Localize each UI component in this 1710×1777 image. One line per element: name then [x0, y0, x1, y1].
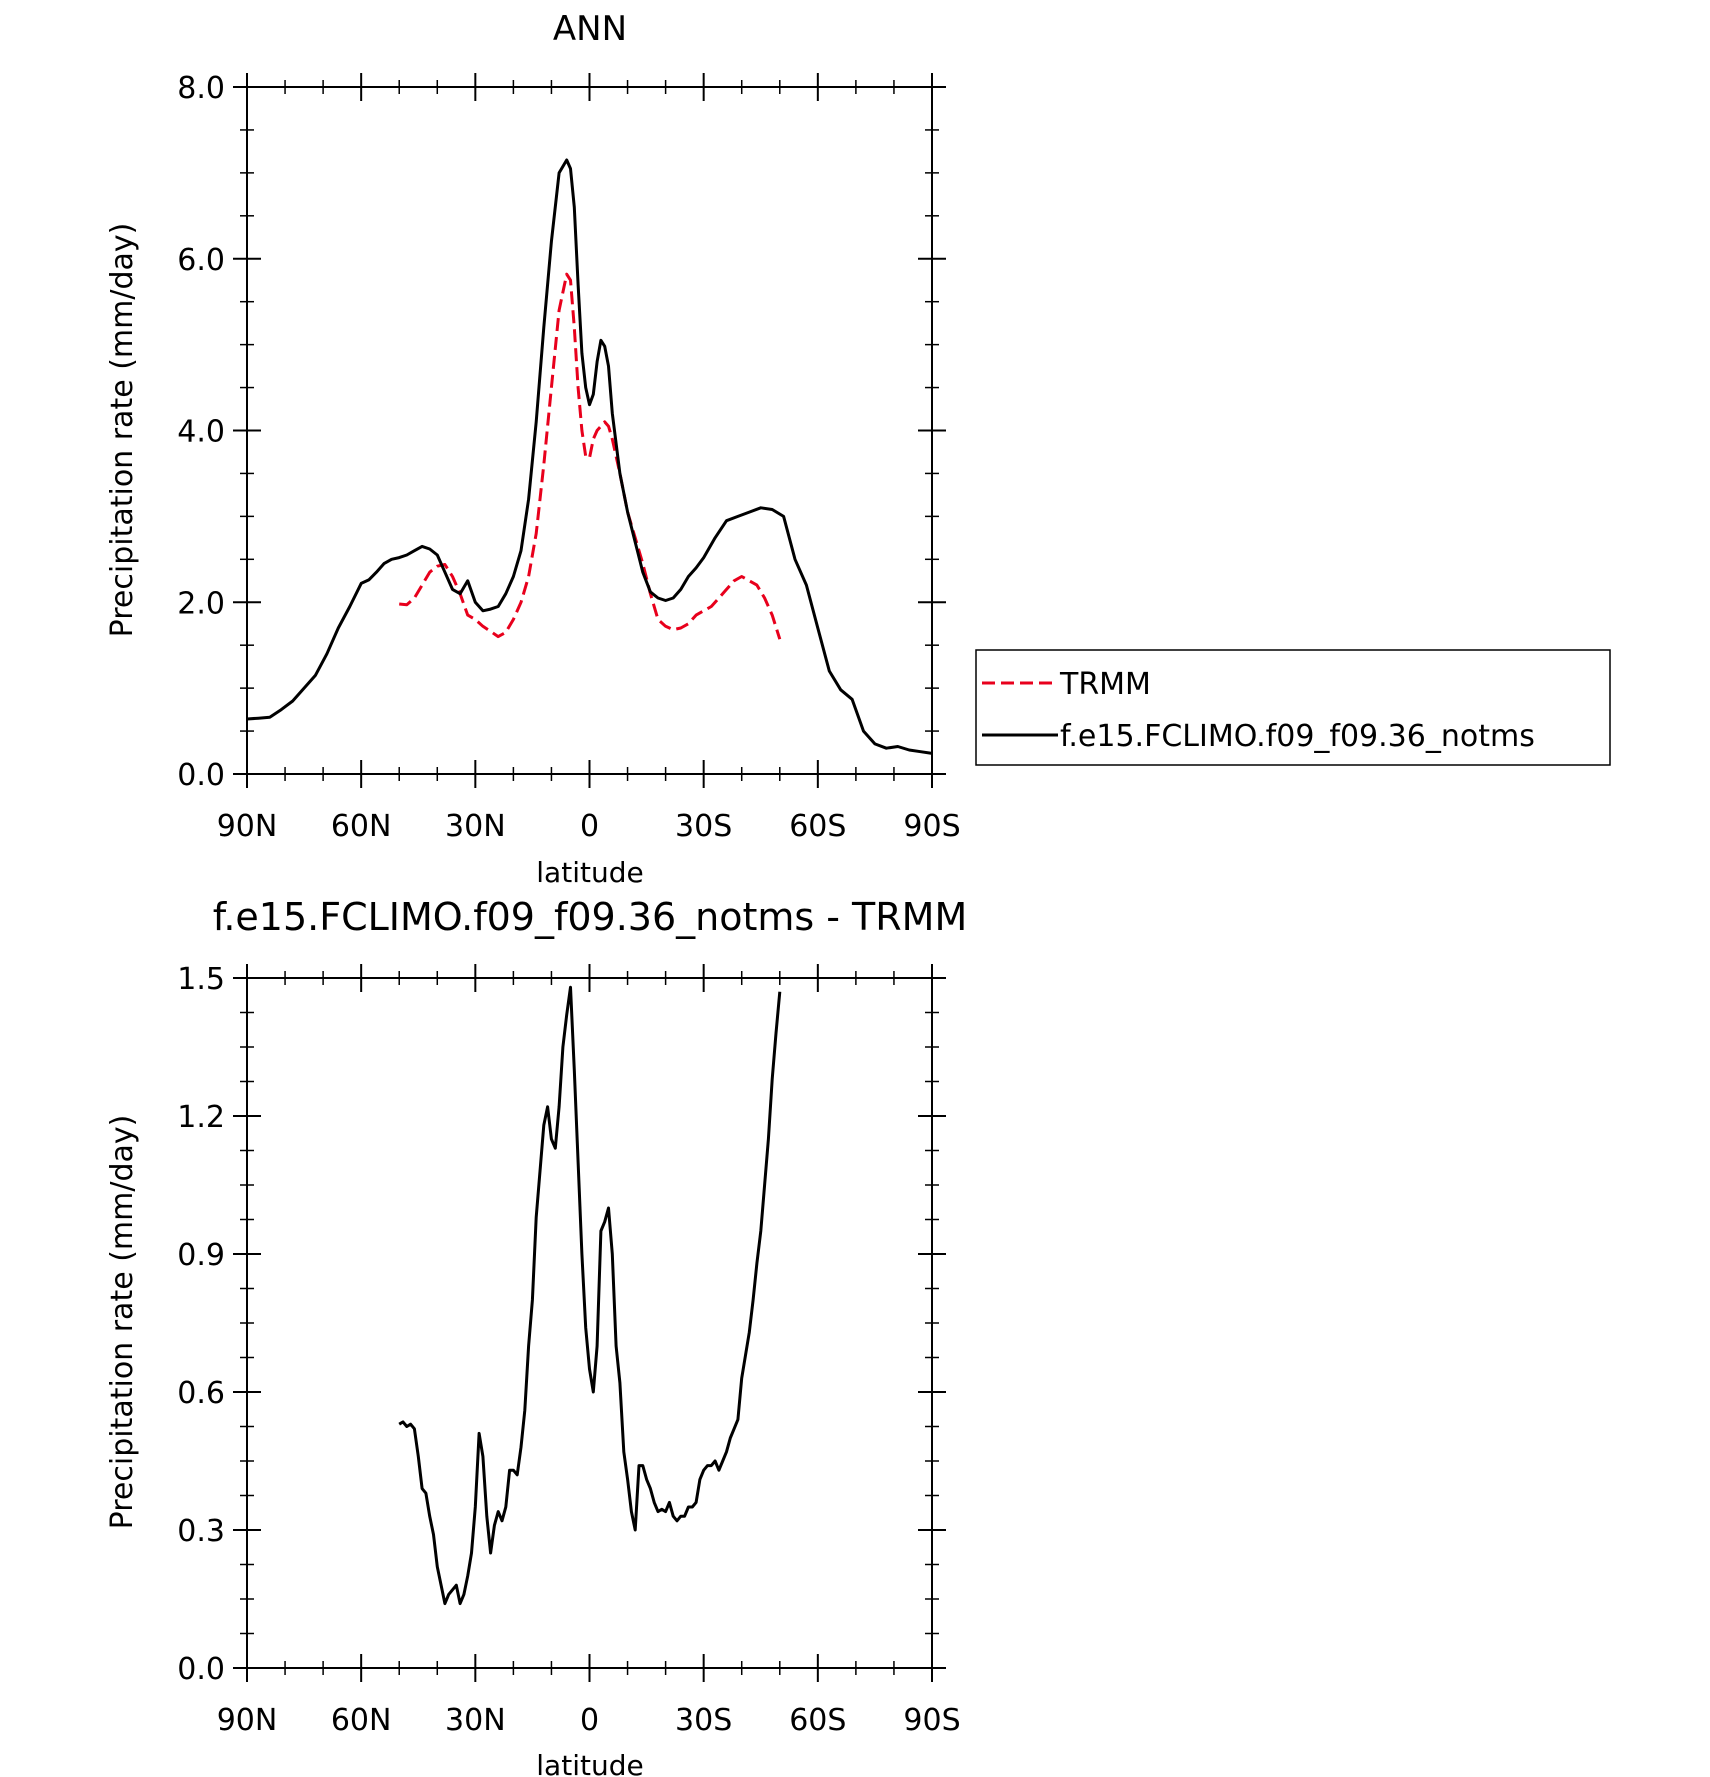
y-tick-label: 0.3 — [177, 1514, 225, 1549]
legend-label-trmm: TRMM — [1059, 667, 1151, 702]
y-tick-label: 0.0 — [177, 1652, 225, 1687]
x-tick-label: 90S — [903, 1703, 960, 1738]
x-tick-labels: 90N 60N 30N 0 30S 60S 90S — [217, 809, 961, 844]
x-tick-label: 60S — [789, 809, 846, 844]
y-tick-label: 1.5 — [177, 962, 225, 997]
y-tick-label: 2.0 — [177, 586, 225, 621]
chart-precip-difference: f.e15.FCLIMO.f09_f09.36_notms - TRMM 0.0… — [105, 895, 967, 1777]
series-line-0 — [398, 985, 782, 1606]
x-tick-label: 90S — [903, 809, 960, 844]
legend-label-model: f.e15.FCLIMO.f09_f09.36_notms — [1060, 719, 1535, 754]
x-axis-label: latitude — [536, 856, 643, 889]
tick-marks — [233, 964, 946, 1682]
chart-annual-precip: ANN 0.02.04.06.08.0 90N 60N 30N 0 30S 60S 90S … — [105, 9, 1611, 889]
chart-title: f.e15.FCLIMO.f09_f09.36_notms - TRMM — [213, 895, 968, 939]
y-axis-label: Precipitation rate (mm/day) — [105, 1115, 140, 1530]
chart-title: ANN — [553, 9, 627, 49]
x-tick-label: 90N — [217, 809, 278, 844]
x-tick-label: 90N — [217, 1703, 278, 1738]
y-tick-label: 1.2 — [177, 1100, 225, 1135]
x-tick-label: 30S — [675, 1703, 732, 1738]
y-tick-label: 0.6 — [177, 1376, 225, 1411]
y-tick-labels: 0.0 2.0 4.0 6.0 8.0 — [177, 71, 225, 793]
legend-box — [975, 649, 1611, 766]
x-axis-label: latitude — [536, 1749, 643, 1777]
x-tick-labels: 90N 60N 30N 0 30S 60S 90S — [217, 1703, 961, 1738]
tick-marks — [233, 73, 946, 788]
series-layer — [246, 158, 933, 755]
y-tick-labels: 0.0 0.3 0.6 0.9 1.2 1.5 — [177, 962, 225, 1687]
x-tick-label: 30N — [445, 1703, 506, 1738]
plot-area — [233, 73, 946, 788]
plot-area — [233, 964, 946, 1682]
x-tick-label: 0 — [580, 1703, 599, 1738]
y-tick-label: 6.0 — [177, 243, 225, 278]
y-axis-label: Precipitation rate (mm/day) — [105, 223, 140, 638]
y-tick-label: 0.9 — [177, 1238, 225, 1273]
series-line-0 — [399, 272, 782, 640]
series-line-1 — [246, 158, 933, 755]
y-tick-label: 4.0 — [177, 415, 225, 450]
y-tick-label: 0.0 — [177, 758, 225, 793]
legend: TRMM f.e15.FCLIMO.f09_f09.36_notms — [975, 649, 1611, 766]
x-tick-label: 30N — [445, 809, 506, 844]
x-tick-label: 60N — [331, 1703, 392, 1738]
x-tick-label: 60S — [789, 1703, 846, 1738]
x-tick-label: 60N — [331, 809, 392, 844]
x-tick-label: 30S — [675, 809, 732, 844]
x-tick-label: 0 — [580, 809, 599, 844]
series-layer — [398, 985, 782, 1606]
y-tick-label: 8.0 — [177, 71, 225, 106]
